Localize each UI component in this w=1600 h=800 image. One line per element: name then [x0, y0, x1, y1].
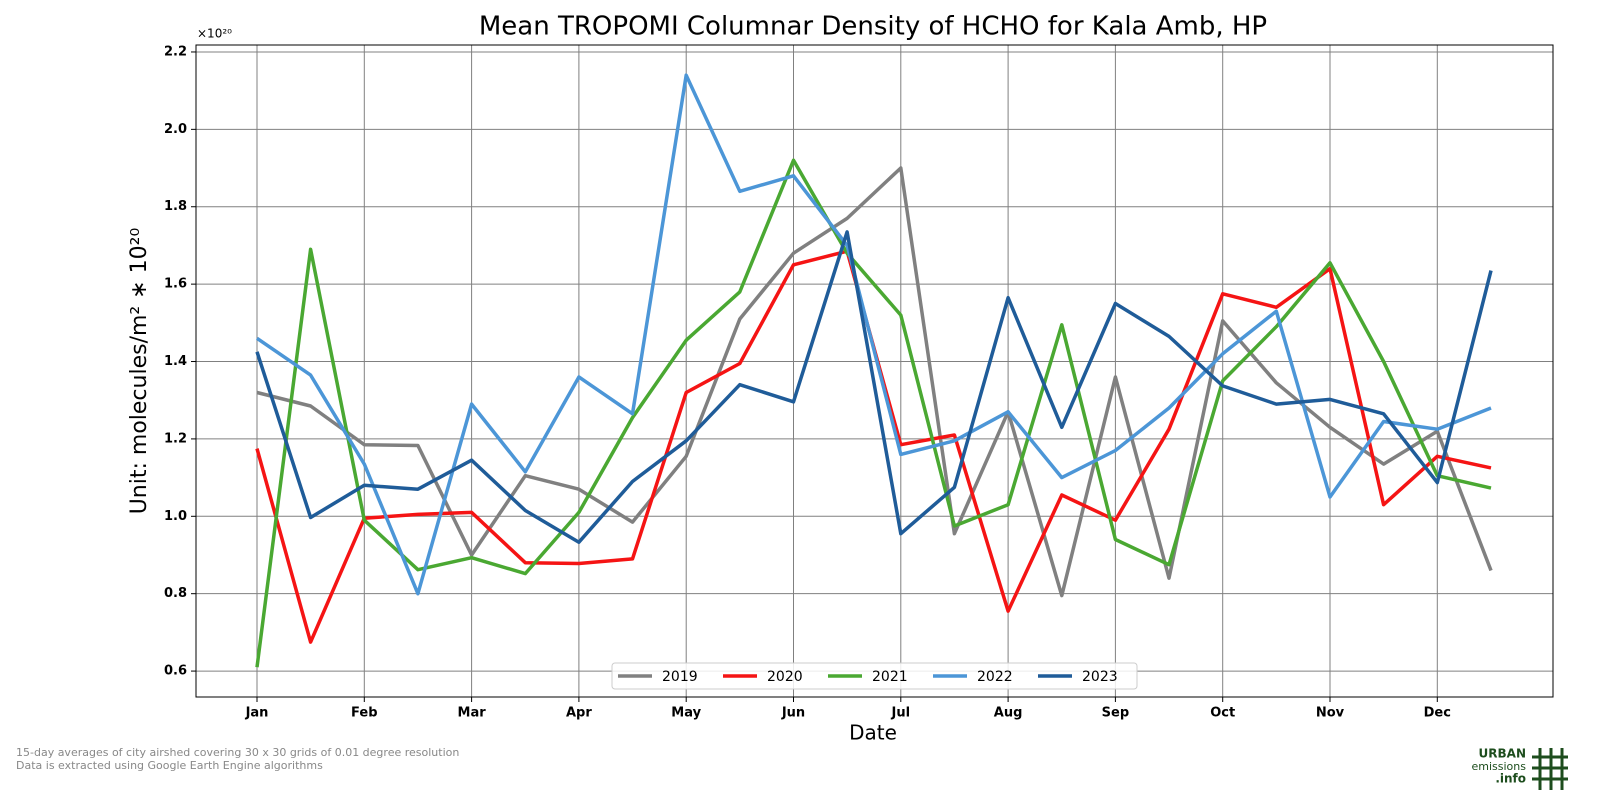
- y-tick-label: 2.0: [164, 122, 187, 137]
- x-tick-label: Sep: [1102, 706, 1130, 721]
- logo-grid: [1532, 748, 1568, 790]
- x-tick-label: May: [671, 706, 701, 721]
- x-axis-label: Date: [849, 721, 897, 745]
- chart-title: Mean TROPOMI Columnar Density of HCHO fo…: [479, 12, 1267, 42]
- legend: 2019 2020 2021 2022 2023: [611, 662, 1138, 690]
- x-tick-label: Apr: [566, 706, 592, 721]
- legend-box: [611, 662, 1138, 690]
- x-tick-label: Nov: [1316, 706, 1345, 721]
- footnote: 15-day averages of city airshed covering…: [16, 746, 459, 759]
- x-tick-label: Jul: [891, 706, 911, 721]
- logo-text: .info: [1495, 772, 1526, 786]
- x-tick-label: Feb: [351, 706, 377, 721]
- x-tick-label: Dec: [1424, 706, 1451, 721]
- y-tick-label: 1.8: [164, 199, 187, 214]
- y-tick-label: 0.8: [164, 586, 187, 601]
- legend-label: 2021: [872, 669, 908, 685]
- logo: URBAN emissions .info: [1472, 747, 1568, 790]
- x-tick-label: Oct: [1210, 706, 1235, 721]
- x-tick-label: Jan: [245, 706, 269, 721]
- series-line: [255, 158, 1492, 668]
- x-tick-label: Mar: [458, 706, 487, 721]
- legend-label: 2019: [662, 669, 698, 685]
- footnote: Data is extracted using Google Earth Eng…: [16, 759, 323, 772]
- legend-label: 2022: [977, 669, 1013, 685]
- plot-frame: [195, 44, 1554, 698]
- series-line: [255, 230, 1493, 544]
- y-tick-label: 0.6: [164, 664, 187, 679]
- series-line: [256, 73, 1492, 596]
- y-tick-label: 1.2: [164, 431, 187, 446]
- series-line: [256, 166, 1493, 598]
- y-tick-label: 1.4: [164, 354, 187, 369]
- legend-label: 2020: [767, 669, 803, 685]
- x-tick-label: Aug: [994, 706, 1023, 721]
- y-tick-label: 2.2: [164, 44, 187, 59]
- y-offset-label: ×10²⁰: [197, 27, 232, 41]
- y-tick-label: 1.6: [164, 277, 187, 292]
- y-tick-label: 1.0: [164, 509, 187, 524]
- y-axis-label: Unit: molecules/m² ∗ 10²⁰: [127, 228, 152, 515]
- legend-label: 2023: [1082, 669, 1118, 685]
- logo-text: URBAN: [1479, 747, 1526, 761]
- x-tick-label: Jun: [781, 706, 805, 721]
- logo-text: emissions: [1472, 760, 1527, 773]
